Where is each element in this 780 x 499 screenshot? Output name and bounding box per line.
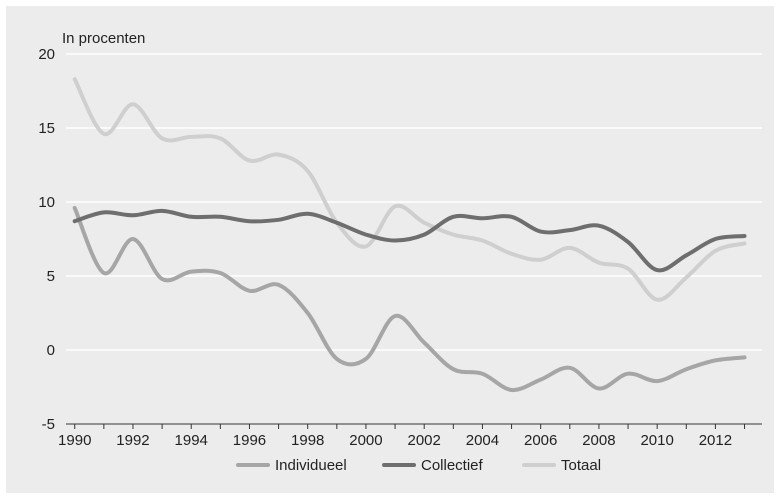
y-tick-label: 15 — [38, 120, 55, 137]
y-tick-label: 0 — [47, 342, 55, 359]
legend-label: Totaal — [561, 457, 601, 474]
y-tick-label: 5 — [47, 268, 55, 285]
series-line-totaal — [75, 79, 745, 300]
x-tick-label: 2000 — [349, 432, 382, 449]
x-tick-label: 2002 — [408, 432, 441, 449]
x-tick-label: 2006 — [524, 432, 557, 449]
legend-item-collectief: Collectief — [384, 457, 484, 474]
legend-label: Collectief — [421, 457, 484, 474]
axes — [66, 424, 762, 429]
x-tick-label: 2012 — [699, 432, 732, 449]
x-tick-label: 2004 — [466, 432, 499, 449]
x-tick-label: 1998 — [291, 432, 324, 449]
x-tick-label: 1996 — [233, 432, 266, 449]
chart-panel: -5 0 5 10 15 20 1990 1992 1994 1996 1998 2000 2002 20… — [6, 6, 774, 493]
legend: Individueel Collectief Totaal — [238, 457, 601, 474]
legend-item-totaal: Totaal — [524, 457, 601, 474]
legend-item-individueel: Individueel — [238, 457, 347, 474]
legend-label: Individueel — [275, 457, 347, 474]
x-tick-label: 2008 — [582, 432, 615, 449]
x-tick-label: 1992 — [116, 432, 149, 449]
series-line-collectief — [75, 211, 745, 270]
x-tick-label: 1990 — [58, 432, 91, 449]
y-tick-label: 20 — [38, 46, 55, 63]
line-chart: -5 0 5 10 15 20 1990 1992 1994 1996 1998 2000 2002 20… — [6, 6, 774, 493]
y-unit-label: In procenten — [62, 30, 145, 47]
gridlines — [66, 54, 762, 350]
y-tick-label: -5 — [42, 416, 55, 433]
x-tick-label: 1994 — [175, 432, 208, 449]
y-tick-label: 10 — [38, 194, 55, 211]
series-line-individueel — [75, 208, 745, 390]
series-lines — [75, 79, 745, 390]
x-tick-label: 2010 — [640, 432, 673, 449]
